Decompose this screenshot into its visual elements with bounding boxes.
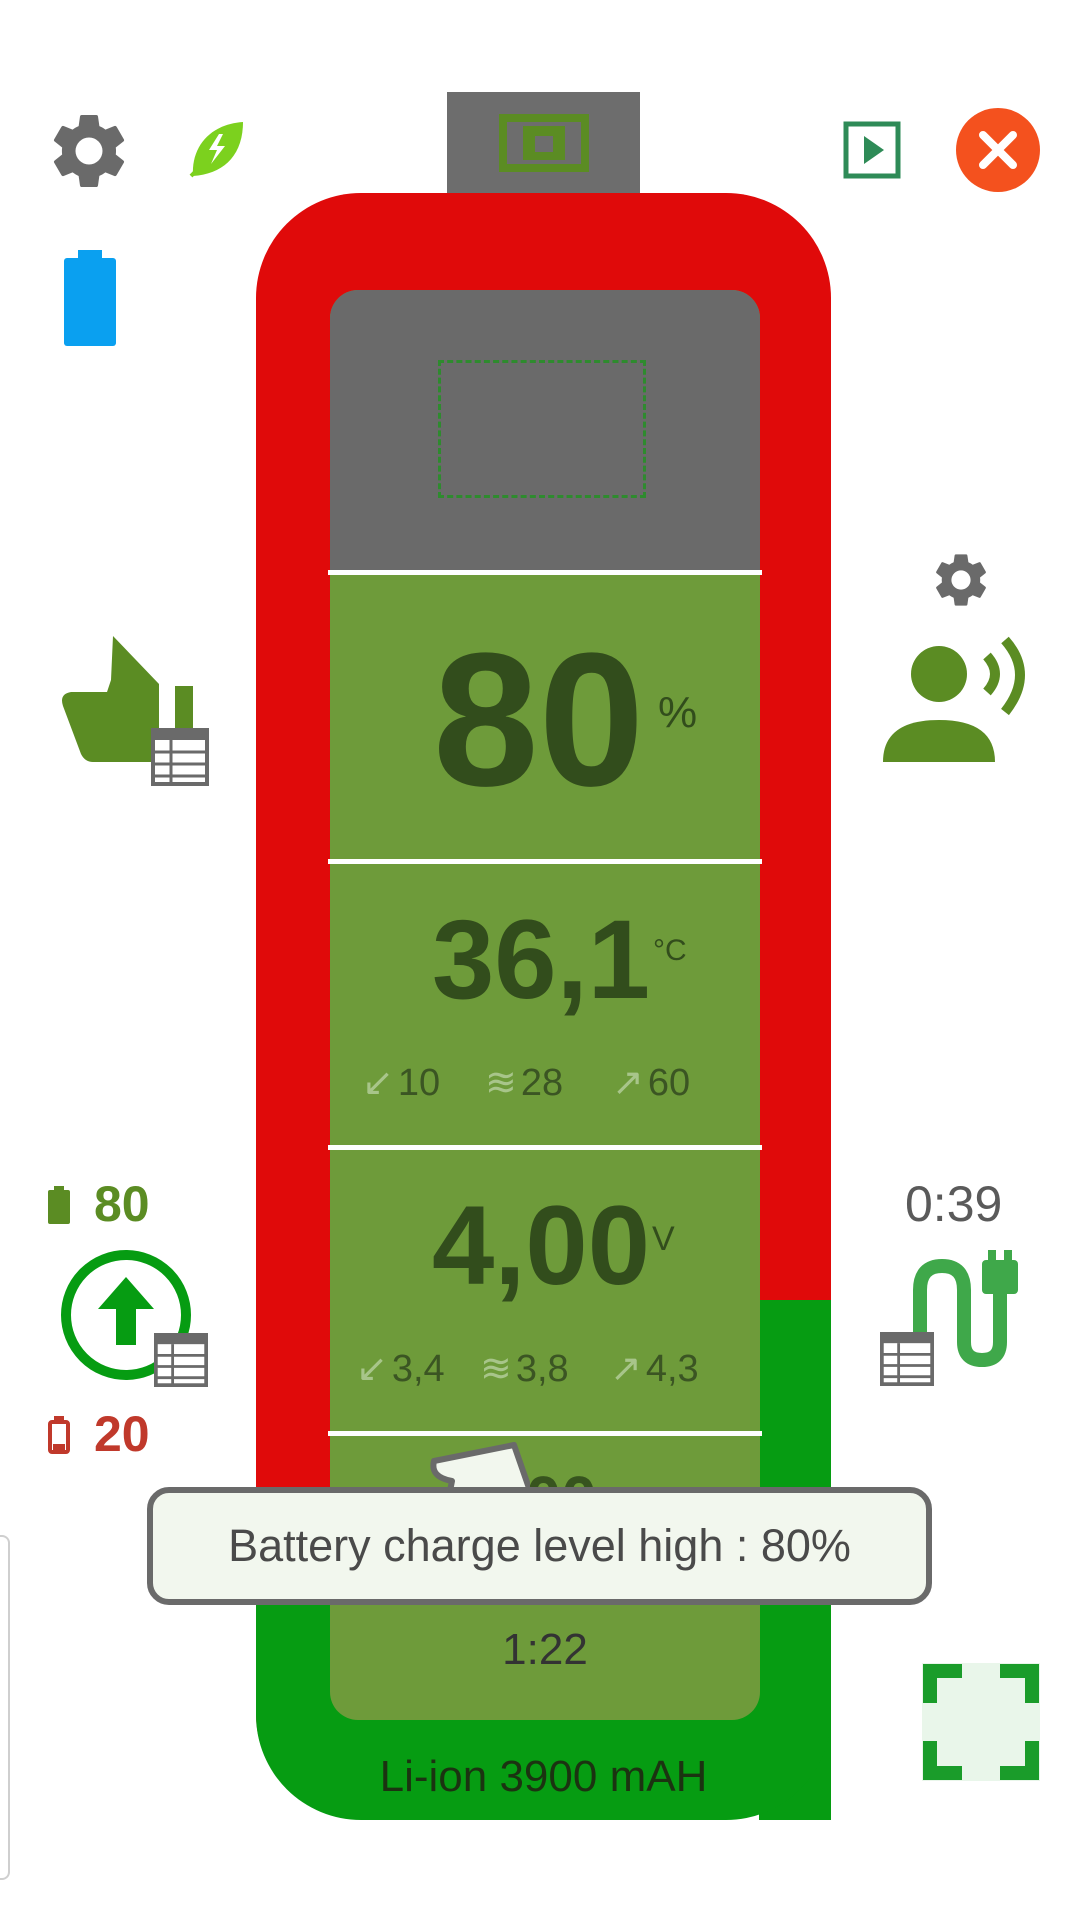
battery-type-label: Li-ion 3900 mAH [379, 1752, 708, 1801]
temperature-max: ↗ 60 [612, 1060, 690, 1105]
play-box-icon [843, 121, 901, 179]
widget-placeholder[interactable] [438, 360, 646, 498]
arrow-down-left-icon: ↙ [362, 1062, 394, 1104]
charger-plug-icon [913, 1250, 1018, 1368]
edge-panel-handle[interactable] [0, 1535, 10, 1880]
divider [328, 1145, 762, 1150]
lock-screen-icon [499, 114, 589, 172]
divider [328, 1431, 762, 1436]
voltage-readout[interactable]: 4,00 V ↙ 3,4 ≋ 3,8 ↗ 4,3 [330, 1186, 760, 1406]
charge-value: 80 [433, 614, 645, 826]
user-voice-icon [883, 636, 1025, 762]
wave-icon: ≋ [480, 1348, 512, 1390]
leaf-icon [189, 122, 243, 178]
charge-time-label: 0:39 [905, 1176, 1003, 1232]
charge-history-button[interactable] [58, 1247, 208, 1387]
wave-icon: ≋ [485, 1062, 517, 1104]
divider [328, 570, 762, 575]
high-threshold[interactable]: 80 [48, 1175, 178, 1235]
fullscreen-button[interactable] [922, 1663, 1040, 1781]
voltage-avg: ≋ 3,8 [480, 1346, 569, 1391]
charge-readout[interactable]: 80 % [330, 620, 760, 820]
upload-circle-icon [61, 1250, 191, 1380]
divider [328, 859, 762, 864]
temperature-unit: °C [653, 934, 687, 967]
battery-low-icon [48, 1416, 70, 1454]
temperature-min: ↙ 10 [362, 1060, 440, 1105]
battery-top-area [330, 290, 760, 572]
charge-unit: % [658, 688, 698, 737]
voltage-min-value: 3,4 [391, 1348, 445, 1390]
table-icon [880, 1332, 934, 1386]
close-button[interactable] [955, 107, 1041, 193]
eco-mode-button[interactable] [185, 118, 247, 180]
rating-button[interactable] [55, 636, 215, 786]
high-threshold-value: 80 [94, 1176, 150, 1232]
voltage-max: ↗ 4,3 [610, 1346, 699, 1391]
battery-status-indicator [64, 250, 116, 346]
temperature-value: 36,1 [432, 897, 650, 1022]
settings-button[interactable] [44, 106, 134, 196]
voltage-unit: V [652, 1220, 675, 1258]
gear-icon [936, 554, 986, 606]
time-remaining: 1:22 [502, 1625, 588, 1674]
temperature-avg: ≋ 28 [485, 1060, 563, 1105]
arrow-up-right-icon: ↗ [612, 1062, 644, 1104]
voice-settings-button[interactable] [875, 548, 1045, 768]
charger-history-button[interactable] [880, 1250, 1050, 1390]
tooltip[interactable]: Battery charge level high : 80% [147, 1487, 932, 1605]
arrow-up-right-icon: ↗ [610, 1348, 642, 1390]
fullscreen-icon [922, 1663, 1040, 1781]
battery-cap [447, 92, 640, 196]
low-threshold[interactable]: 20 [48, 1405, 178, 1465]
close-icon [956, 108, 1040, 192]
battery-full-icon [48, 1186, 70, 1224]
voltage-avg-value: 3,8 [515, 1348, 569, 1390]
battery-icon [64, 250, 116, 346]
temperature-avg-value: 28 [520, 1062, 564, 1104]
table-icon [151, 728, 209, 786]
arrow-down-left-icon: ↙ [356, 1348, 388, 1390]
voltage-value: 4,00 [432, 1183, 650, 1308]
tooltip-pointer [430, 1442, 530, 1494]
table-icon [154, 1333, 208, 1387]
play-button[interactable] [843, 121, 901, 179]
gear-icon [53, 114, 125, 188]
temperature-min-value: 10 [397, 1062, 441, 1104]
temperature-readout[interactable]: 36,1 °C ↙ 10 ≋ 28 ↗ 60 [330, 900, 760, 1120]
low-threshold-value: 20 [94, 1406, 150, 1462]
voltage-max-value: 4,3 [645, 1348, 699, 1390]
voltage-min: ↙ 3,4 [356, 1346, 445, 1391]
temperature-max-value: 60 [647, 1062, 691, 1104]
